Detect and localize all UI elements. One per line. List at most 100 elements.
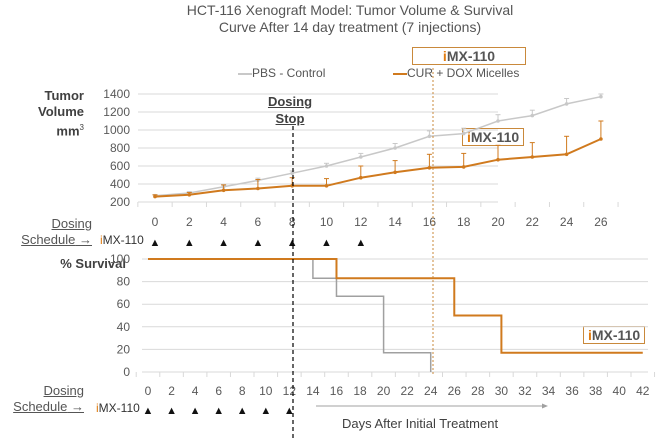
data-point <box>427 166 432 170</box>
dosing-marker-icon: ▲ <box>287 237 298 249</box>
x-tick-label: 22 <box>526 215 540 229</box>
y-tick-label: 20 <box>117 342 131 356</box>
x-tick-label: 4 <box>220 215 227 229</box>
brand-prefix: i <box>588 327 592 343</box>
y-tick-label: 80 <box>117 275 131 289</box>
imx-schedule-top: iMX-110 <box>100 233 144 247</box>
schedule-label: Schedule <box>21 232 76 247</box>
survival-y-label: % Survival <box>60 256 126 271</box>
x-tick-label: 16 <box>423 215 437 229</box>
x-tick-label: 26 <box>594 215 608 229</box>
data-point <box>256 186 260 191</box>
arrow-right-icon: → <box>71 399 84 414</box>
x-tick-label: 26 <box>448 384 462 398</box>
x-tick-label: 24 <box>424 384 438 398</box>
x-tick-label: 38 <box>589 384 603 398</box>
x-tick-label: 6 <box>215 384 222 398</box>
x-tick-label: 12 <box>354 215 368 229</box>
brand-prefix: i <box>442 48 447 64</box>
dosing-stop-line-1: Dosing <box>267 94 313 109</box>
x-tick-label: 36 <box>565 384 579 398</box>
dosing-marker-icon: ▲ <box>190 405 201 417</box>
x-tick-label: 10 <box>320 215 334 229</box>
data-point <box>359 175 363 180</box>
data-point <box>564 152 569 157</box>
dosing-schedule-bottom: Dosing Schedule → <box>4 383 84 415</box>
y-tick-label: 200 <box>110 195 130 209</box>
y-tick-label: 400 <box>110 177 130 191</box>
data-point <box>461 131 466 136</box>
imx-schedule-bottom: iMX-110 <box>96 401 140 415</box>
dosing-schedule-top: Dosing Schedule → <box>10 216 92 248</box>
x-tick-label: 0 <box>152 215 159 229</box>
x-tick-label: 2 <box>186 215 193 229</box>
brand-name: MX-110 <box>102 233 144 247</box>
dosing-marker-icon: ▲ <box>321 237 332 249</box>
dosing-marker-icon: ▲ <box>213 405 224 417</box>
tumor-label-3: mm <box>56 123 80 139</box>
x-tick-label: 12 <box>283 384 297 398</box>
data-point <box>530 155 535 159</box>
chart-title: HCT-116 Xenograft Model: Tumor Volume & … <box>150 2 550 36</box>
y-tick-label: 800 <box>110 141 130 155</box>
dosing-label: Dosing <box>51 216 92 231</box>
legend-cur-label: CUR + DOX Micelles <box>407 66 520 80</box>
y-tick-label: 0 <box>123 365 130 379</box>
dosing-stop-label: Dosing Stop <box>262 93 318 127</box>
dosing-stop-line-2: Stop <box>275 111 305 126</box>
dosing-marker-icon: ▲ <box>184 237 195 249</box>
tumor-label-sup: 3 <box>79 123 84 132</box>
y-tick-label: 1200 <box>103 105 130 119</box>
tumor-label-2: Volume <box>38 104 84 119</box>
brand-name: MX-110 <box>470 129 520 145</box>
title-line-2: Curve After 14 day treatment (7 injectio… <box>218 19 482 35</box>
y-tick-label: 1000 <box>103 123 130 137</box>
imx-legend-box: iMX-110 <box>412 47 526 65</box>
dosing-marker-icon: ▲ <box>150 237 161 249</box>
brand-name: MX-110 <box>591 327 641 343</box>
x-tick-label: 4 <box>192 384 199 398</box>
data-point <box>461 165 466 169</box>
dosing-marker-icon: ▲ <box>143 405 154 417</box>
legend-pbs: PBS - Control <box>238 66 325 80</box>
y-tick-label: 600 <box>110 159 130 173</box>
data-point <box>393 146 397 150</box>
dosing-marker-icon: ▲ <box>260 405 271 417</box>
brand-prefix: i <box>467 129 471 145</box>
x-tick-label: 22 <box>400 384 414 398</box>
x-tick-label: 14 <box>388 215 402 229</box>
dosing-marker-icon: ▲ <box>166 405 177 417</box>
x-tick-label: 42 <box>636 384 650 398</box>
x-tick-label: 24 <box>560 215 574 229</box>
data-point <box>599 94 603 99</box>
dosing-marker-icon: ▲ <box>284 405 295 417</box>
data-point <box>153 194 157 199</box>
brand-prefix: i <box>96 401 99 415</box>
arrow-right-icon: → <box>79 232 92 247</box>
y-tick-label: 1400 <box>103 87 130 101</box>
x-tick-label: 18 <box>457 215 471 229</box>
survival-line-cur-dox <box>148 258 643 354</box>
x-tick-label: 16 <box>330 384 344 398</box>
x-tick-label: 20 <box>377 384 391 398</box>
x-axis-label: Days After Initial Treatment <box>342 416 499 431</box>
x-tick-label: 8 <box>239 384 246 398</box>
tumor-label-1: Tumor <box>44 88 84 103</box>
x-tick-label: 10 <box>259 384 273 398</box>
legend-cur-swatch <box>393 72 407 75</box>
data-point <box>530 113 535 118</box>
data-point <box>221 188 226 193</box>
title-line-1: HCT-116 Xenograft Model: Tumor Volume & … <box>186 2 514 18</box>
x-tick-label: 18 <box>353 384 367 398</box>
x-tick-label: 30 <box>495 384 509 398</box>
y-tick-label: 60 <box>117 297 131 311</box>
data-point <box>599 137 603 141</box>
x-tick-label: 8 <box>289 215 296 229</box>
x-tick-label: 2 <box>168 384 175 398</box>
x-tick-label: 14 <box>306 384 320 398</box>
data-point <box>564 102 569 106</box>
data-point <box>324 184 329 188</box>
brand-name: MX-110 <box>446 48 496 64</box>
dosing-marker-icon: ▲ <box>252 237 263 249</box>
